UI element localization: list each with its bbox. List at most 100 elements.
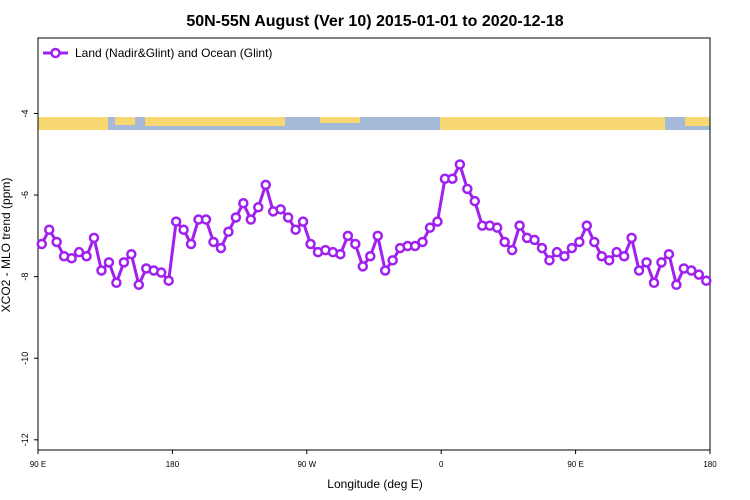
point [544,255,555,266]
point [290,224,301,235]
point [342,230,354,242]
point [559,250,570,262]
point [663,248,675,260]
point [350,238,361,250]
point [379,265,391,276]
point [81,250,92,262]
point [633,265,645,276]
point [566,242,578,254]
point [499,236,510,248]
legend-marker [50,47,61,59]
point [335,248,346,260]
x-tick-label: 0 [439,460,444,469]
land-strip [145,117,285,126]
point [118,257,130,268]
y-axis-label: XCO2 - MLO trend (ppm) [0,178,13,313]
point [424,222,436,233]
point [200,214,212,225]
x-tick-label: 90 W [297,460,316,469]
land-strip [320,117,360,123]
x-tick-label: 180 [703,460,717,469]
point [36,238,47,250]
point [88,232,100,244]
point [185,238,197,250]
land-ocean-strip [38,117,710,130]
point [66,253,77,264]
point [551,246,563,258]
point [409,240,421,252]
x-tick-label: 90 E [567,460,583,469]
point [73,246,85,258]
point [43,224,55,235]
y-tick-label: -6 [20,191,30,199]
point [305,238,316,250]
x-tick-label: 180 [166,460,180,469]
point [126,248,137,260]
point [671,279,682,291]
point [701,275,712,286]
y-tick-label: -10 [20,352,30,365]
point [170,216,182,227]
point [275,204,286,215]
point [536,242,548,254]
point [529,234,540,246]
point [506,244,518,256]
point [611,246,622,258]
legend-label: Land (Nadir&Glint) and Ocean (Glint) [75,46,272,60]
point [96,265,107,276]
point [103,257,115,268]
point [253,202,264,213]
point [491,222,503,233]
point [297,216,309,227]
land-strip [115,117,135,125]
y-tick-label: -8 [20,273,30,281]
point [357,261,369,272]
point [133,279,145,291]
point [223,226,234,238]
point [454,159,466,170]
point [447,173,458,184]
y-tick-label: -4 [20,109,30,117]
chart-title: 50N-55N August (Ver 10) 2015-01-01 to 20… [186,13,563,30]
point [111,277,122,289]
y-tick-label: -12 [20,433,30,446]
point [208,236,219,248]
point [596,250,607,262]
land-strip [440,117,665,130]
point [230,212,242,223]
point [387,255,398,266]
point [282,212,294,223]
point [469,195,481,207]
land-strip [685,117,710,126]
point [618,250,630,262]
point [432,216,443,227]
point [574,236,585,248]
point [365,250,376,262]
point [693,269,705,280]
point [514,220,525,231]
x-tick-label: 90 E [30,460,46,469]
point [656,257,667,268]
point [215,242,227,254]
point [417,236,428,248]
point [686,265,697,276]
land-strip [38,117,108,130]
x-axis-label: Longitude (deg E) [327,477,422,491]
point [155,267,167,278]
point [245,214,257,225]
point [462,183,473,195]
point [603,255,615,266]
point [581,220,593,231]
point [260,179,271,191]
point [163,275,174,286]
point [238,197,249,209]
point [648,277,660,289]
point [641,257,652,268]
point [372,230,383,242]
point [178,224,189,235]
point [51,236,62,248]
point [589,236,600,248]
point [626,232,637,244]
